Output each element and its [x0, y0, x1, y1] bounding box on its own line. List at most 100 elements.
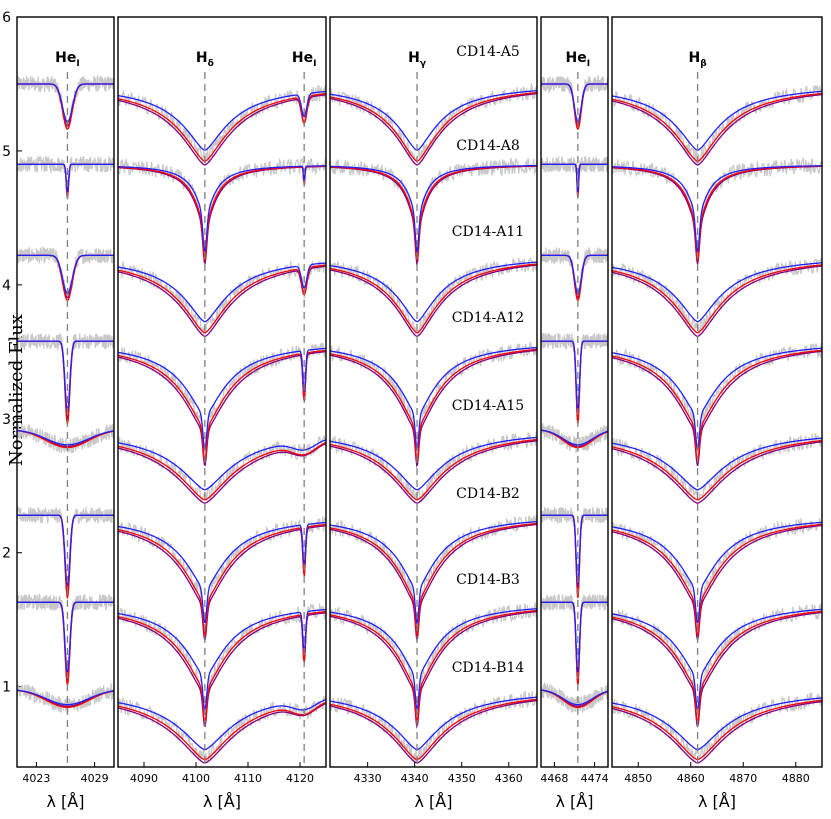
model-spectrum: [17, 254, 114, 295]
model-spectrum: [541, 689, 608, 706]
panel-5: Hβ 4850 4860 4870 4880 λ [Å]: [611, 16, 823, 811]
line-label: HeI: [55, 50, 80, 69]
model-spectrum: [612, 699, 822, 761]
model-spectrum: [118, 349, 326, 462]
model-spectrum: [118, 701, 326, 761]
model-spectrum: [541, 514, 608, 588]
model-spectrum: [541, 83, 608, 123]
x-tick-label: 4330: [354, 772, 382, 785]
observed-spectrum: [118, 602, 326, 716]
line-label: Hβ: [688, 50, 707, 69]
line-label-sub: I: [587, 59, 590, 69]
observed-spectrum: [541, 682, 608, 713]
model-spectrum: [612, 437, 822, 491]
model-spectrum: [118, 90, 326, 151]
observed-spectrum: [612, 692, 822, 763]
observed-spectrum: [330, 690, 537, 764]
model-spectrum: [330, 609, 537, 725]
model-spectrum: [118, 439, 326, 491]
model-spectrum: [330, 90, 537, 151]
panel-frame: [117, 16, 327, 768]
model-spectrum: [118, 698, 326, 751]
model-spectrum: [612, 611, 822, 728]
line-label: HeI: [292, 50, 317, 69]
x-tick-label: 4029: [81, 772, 109, 785]
model-spectrum: [330, 440, 537, 504]
y-tick-label: 2: [2, 546, 11, 562]
observed-spectrum: [330, 601, 537, 723]
observed-spectrum: [17, 683, 114, 714]
model-spectrum: [330, 349, 537, 468]
model-spectrum: [17, 689, 114, 706]
model-spectrum: [118, 165, 326, 262]
star-label: CD14-A12: [452, 310, 524, 326]
model-spectrum: [118, 265, 326, 337]
panels: HeI 4023 4029 λ [Å] Hδ HeI 4090 4100 4110 4120 λ […: [16, 16, 823, 811]
x-tick-label: 4860: [677, 772, 705, 785]
model-spectrum: [612, 264, 822, 334]
model-spectrum: [118, 523, 326, 636]
model-spectrum: [118, 165, 326, 253]
model-spectrum: [330, 346, 537, 452]
model-spectrum: [330, 523, 537, 642]
model-spectrum: [330, 608, 537, 713]
observed-spectrum: [330, 157, 537, 257]
x-axis-label: λ [Å]: [556, 792, 594, 811]
line-label-sub: δ: [208, 59, 214, 69]
plot-area: [330, 82, 537, 764]
x-tick-label: 4880: [782, 772, 810, 785]
star-label: CD14-A15: [452, 398, 524, 414]
model-spectrum: [612, 608, 822, 711]
model-spectrum: [612, 265, 822, 338]
x-tick-label: 4090: [130, 772, 158, 785]
model-spectrum: [118, 612, 326, 728]
x-axis-label: λ [Å]: [47, 792, 85, 811]
model-spectrum: [612, 90, 822, 151]
observed-spectrum: [612, 157, 822, 255]
observed-spectrum: [118, 157, 326, 257]
model-spectrum: [612, 700, 822, 764]
model-spectrum: [330, 436, 537, 491]
x-tick-label: 4850: [624, 772, 652, 785]
observed-spectrum: [612, 433, 822, 502]
model-spectrum: [330, 264, 537, 338]
observed-spectrum: [118, 434, 326, 502]
model-spectrum: [118, 93, 326, 162]
model-spectrum: [118, 347, 326, 450]
model-spectrum: [17, 429, 114, 449]
panel-frame: [540, 16, 609, 768]
model-spectrum: [17, 83, 114, 123]
line-label-sub: β: [700, 59, 707, 69]
model-spectrum: [612, 523, 822, 637]
model-spectrum: [541, 254, 608, 295]
x-tick-label: 4350: [448, 772, 476, 785]
model-spectrum: [330, 699, 537, 764]
panel-1: HeI 4023 4029 λ [Å]: [16, 16, 115, 811]
model-spectrum: [330, 261, 537, 323]
line-label-sub: I: [76, 59, 79, 69]
model-spectrum: [612, 439, 822, 501]
model-spectrum: [541, 163, 608, 193]
line-label: Hδ: [196, 50, 214, 69]
line-label-sub: I: [313, 59, 316, 69]
model-spectrum: [612, 165, 822, 253]
observed-spectrum: [541, 155, 608, 197]
model-spectrum: [541, 429, 608, 446]
model-spectrum: [330, 91, 537, 162]
x-tick-label: 4340: [401, 772, 429, 785]
model-spectrum: [330, 92, 537, 166]
x-tick-label: 4110: [234, 772, 262, 785]
model-spectrum: [330, 164, 537, 254]
model-spectrum: [17, 163, 114, 195]
model-spectrum: [118, 608, 326, 711]
model-spectrum: [118, 702, 326, 764]
model-spectrum: [17, 601, 114, 674]
observed-spectrum: [118, 694, 326, 763]
observed-spectrum: [612, 85, 822, 166]
observed-spectrum: [330, 256, 537, 336]
model-spectrum: [118, 521, 326, 624]
model-spectrum: [612, 262, 822, 323]
star-labels: CD14-A5 CD14-A8 CD14-A11 CD14-A12 CD14-A15 CD…: [452, 44, 525, 676]
model-spectrum: [118, 524, 326, 641]
model-spectrum: [612, 610, 822, 724]
